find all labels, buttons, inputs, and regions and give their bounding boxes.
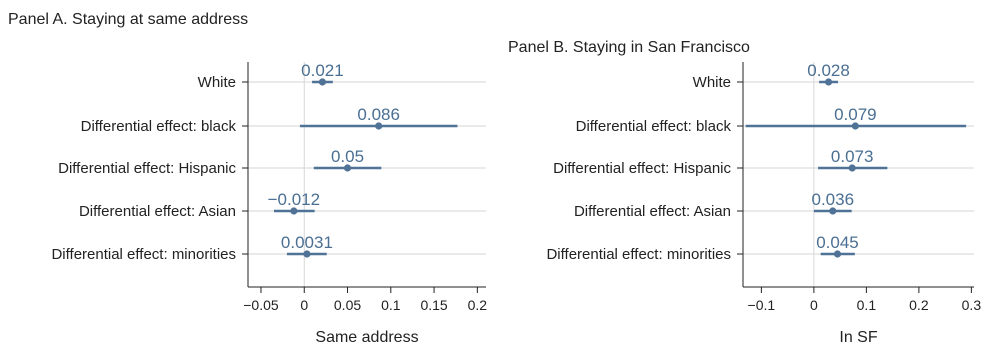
- panel-b-category-label: Differential effect: black: [576, 118, 732, 135]
- panel-a-point-estimate: [343, 164, 352, 172]
- panel-b-x-tick-label: 0.1: [857, 297, 877, 313]
- panel-a-x-tick-label: 0: [300, 297, 308, 313]
- panel-b-estimate-label: 0.073: [831, 147, 874, 166]
- panel-b-x-axis-title: In SF: [839, 329, 877, 346]
- panel-a-x-tick-label: 0.15: [420, 297, 447, 313]
- panel-b-category-label: Differential effect: minorities: [546, 246, 731, 263]
- panel-b-point-estimate: [829, 207, 837, 215]
- panel-b-category-label: Differential effect: Asian: [574, 203, 731, 220]
- panel-a-x-tick-label: 0.05: [334, 297, 361, 313]
- panel-a-point-estimate: [303, 250, 311, 258]
- panel-a-estimate-label: 0.05: [331, 147, 364, 166]
- panel-a-estimate-label: 0.021: [301, 61, 344, 80]
- panel-b-point-estimate: [833, 250, 842, 258]
- panel-a-title: Panel A. Staying at same address: [8, 11, 248, 28]
- panel-b-estimate-label: 0.079: [834, 105, 877, 124]
- panel-b-point-estimate: [824, 78, 833, 86]
- panel-a-x-axis-title: Same address: [315, 329, 418, 346]
- panel-a-x-tick-label: 0.2: [468, 297, 488, 313]
- panel-a-x-tick-label: −0.05: [243, 297, 279, 313]
- panel-a-category-label: Differential effect: black: [81, 118, 237, 135]
- panel-a-point-estimate: [318, 78, 327, 86]
- panel-b-x-tick-label: 0.2: [909, 297, 929, 313]
- panel-b-x-tick-label: 0: [810, 297, 818, 313]
- panel-a-estimate-label: −0.012: [268, 190, 320, 209]
- panel-a-category-label: Differential effect: Hispanic: [58, 160, 236, 177]
- panel-a-category-label: White: [198, 74, 236, 91]
- panel-b-category-label: Differential effect: Hispanic: [553, 160, 731, 177]
- panel-b-point-estimate: [848, 164, 856, 172]
- panel-a-point-estimate: [290, 207, 298, 215]
- panel-b-estimate-label: 0.036: [812, 190, 855, 209]
- panel-b-x-tick-label: −0.1: [748, 297, 776, 313]
- panel-b-x-tick-label: 0.3: [962, 297, 982, 313]
- panel-b-title: Panel B. Staying in San Francisco: [508, 39, 750, 56]
- panel-a-estimate-label: 0.086: [357, 105, 400, 124]
- panel-a-category-label: Differential effect: Asian: [79, 203, 236, 220]
- panel-b-point-estimate: [851, 122, 859, 130]
- panel-a-estimate-label: 0.0031: [281, 233, 333, 252]
- panel-b-category-label: White: [693, 74, 731, 91]
- panel-a-category-label: Differential effect: minorities: [51, 246, 236, 263]
- panel-b-estimate-label: 0.028: [807, 61, 850, 80]
- panel-a-x-tick-label: 0.1: [381, 297, 401, 313]
- panel-b-estimate-label: 0.045: [816, 233, 859, 252]
- panel-a-point-estimate: [375, 122, 383, 130]
